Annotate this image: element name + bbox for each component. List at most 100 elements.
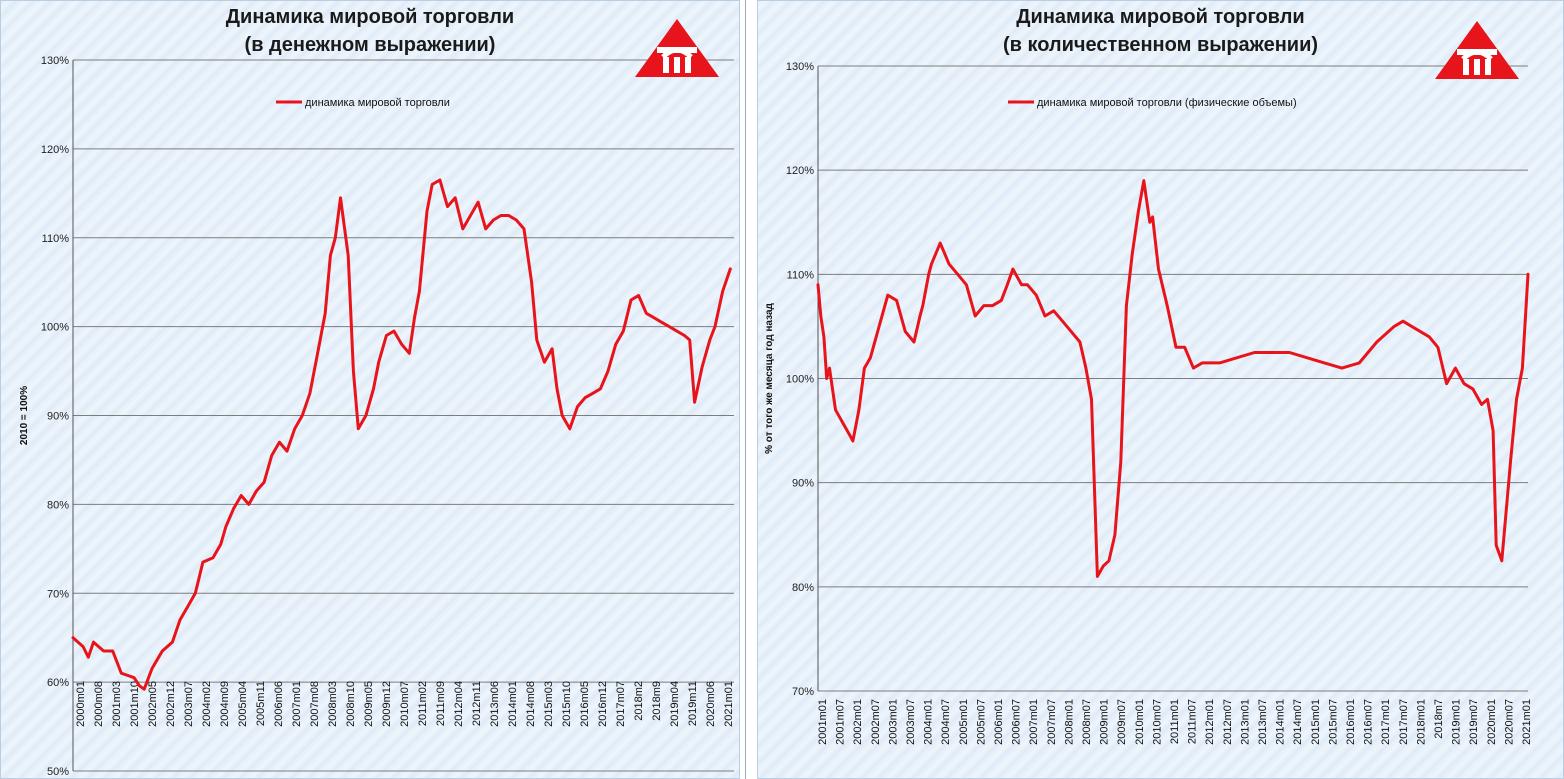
x-tick-label: 2016m01 [1345,699,1357,745]
x-tick-label: 2017m01 [1380,699,1392,745]
x-tick-label: 2011m07 [1187,699,1199,744]
chart-title-line1: Динамика мировой торговли [225,6,515,28]
x-tick-label: 2004m07 [940,699,952,745]
y-tick-label: 70% [47,588,69,600]
legend-label: динамика мировой торговли [305,97,450,109]
x-tick-label: 2017m07 [615,681,627,727]
panel-divider [745,0,746,779]
y-tick-label: 90% [47,411,69,423]
x-tick-label: 2015m03 [543,681,555,727]
x-tick-label: 2008m01 [1063,699,1075,745]
x-tick-label: 2020m07 [1503,699,1515,745]
y-tick-label: 110% [787,269,815,281]
x-tick-label: 2021m01 [723,681,735,727]
x-tick-label: 2007m08 [309,681,321,727]
x-tick-label: 2002m01 [852,699,864,745]
x-tick-label: 2012m07 [1222,699,1234,745]
x-tick-label: 2000m01 [75,681,87,727]
chart-title-line2: (в количественном выражении) [1002,34,1319,56]
x-tick-label: 2006m06 [273,681,285,727]
x-tick-label: 2013m06 [489,681,501,727]
x-tick-label: 2012m11 [471,681,483,726]
x-tick-label: 2011m02 [417,681,429,726]
y-tick-label: 120% [786,165,814,177]
x-tick-label: 2011m09 [435,681,447,726]
x-tick-label: 2020m01 [1486,699,1498,745]
x-tick-label: 2001m03 [111,681,123,727]
x-tick-label: 2014m01 [507,681,519,727]
y-tick-label: 50% [47,766,69,778]
y-tick-label: 120% [41,144,69,156]
x-tick-label: 2018m01 [1415,699,1427,745]
x-tick-label: 2003m01 [887,699,899,745]
x-tick-label: 2019m04 [669,681,681,727]
y-tick-label: 100% [786,374,814,386]
x-tick-label: 2020m06 [705,681,717,727]
chart-panel-volume: Динамика мировой торговли (в количествен… [757,0,1564,779]
series-line [71,178,732,691]
x-tick-label: 2000m08 [93,681,105,727]
x-tick-label: 2009m07 [1116,699,1128,745]
chart-panel-value: Динамика мировой торговли (в денежном вы… [0,0,740,779]
x-tick-label: 2006m07 [1011,699,1023,745]
x-tick-label: 2016m07 [1363,699,1375,745]
x-tick-label: 2008m10 [345,681,357,727]
y-tick-label: 130% [786,61,814,73]
x-tick-label: 2012m01 [1204,699,1216,745]
x-tick-label: 2002m12 [165,681,177,727]
x-tick-label: 2019m07 [1468,699,1480,745]
x-tick-label: 2015m10 [561,681,573,727]
chart-title-line2: (в денежном выражении) [244,34,496,56]
y-axis-label: % от того же месяца год назад [764,302,775,453]
chart-title-line1: Динамика мировой торговли [1016,6,1305,28]
y-tick-label: 110% [42,233,70,245]
x-tick-label: 2005m04 [237,681,249,727]
x-tick-label: 2008m03 [327,681,339,727]
series-line [816,179,1530,578]
x-tick-label: 2004m02 [201,681,213,727]
x-tick-label: 2004m09 [219,681,231,727]
x-tick-label: 2018m9 [651,681,663,721]
x-tick-label: 2010m07 [1151,699,1163,745]
x-tick-label: 2018m2 [633,681,645,721]
x-tick-label: 2014m08 [525,681,537,727]
x-tick-label: 2015m01 [1310,699,1322,745]
y-tick-label: 130% [41,55,69,67]
x-tick-label: 2019m11 [687,681,699,726]
legend-label: динамика мировой торговли (физические об… [1037,97,1297,109]
x-tick-label: 2017m07 [1398,699,1410,745]
x-tick-label: 2003m07 [905,699,917,745]
x-tick-label: 2005m11 [255,681,267,726]
x-tick-label: 2016m05 [579,681,591,727]
red-triangle-logo-icon [1433,19,1521,81]
x-tick-label: 2010m01 [1134,699,1146,745]
x-tick-label: 2001m07 [835,699,847,745]
x-tick-label: 2003m07 [183,681,195,727]
y-axis-label: 2010 = 100% [19,386,30,445]
y-tick-label: 80% [792,582,814,594]
x-tick-label: 2016m12 [597,681,609,727]
x-tick-label: 2005m01 [958,699,970,745]
x-tick-label: 2002m05 [147,681,159,727]
x-tick-label: 2010m07 [399,681,411,727]
x-tick-label: 2015m07 [1327,699,1339,745]
x-tick-label: 2013m01 [1239,699,1251,745]
x-tick-label: 2001m01 [817,699,829,745]
x-tick-label: 2009m05 [363,681,375,727]
y-tick-label: 70% [792,686,814,698]
x-tick-label: 2011m01 [1169,699,1181,744]
x-tick-label: 2006m01 [993,699,1005,745]
y-tick-label: 100% [41,322,69,334]
x-tick-label: 2002m07 [870,699,882,745]
chart-plot-volume: 70% 80% 90% 100% 110% 120% 130% % от того же ме… [764,61,1533,745]
x-tick-label: 2009m12 [381,681,393,727]
x-tick-label: 2014m07 [1292,699,1304,745]
x-tick-label: 2014m01 [1275,699,1287,745]
y-tick-label: 60% [47,677,69,689]
red-triangle-logo-icon [633,17,721,79]
x-tick-label: 2007m01 [291,681,303,727]
x-tick-label: 2007m01 [1028,699,1040,745]
x-tick-label: 2009m01 [1099,699,1111,745]
x-tick-label: 2012m04 [453,681,465,727]
x-tick-label: 2008m07 [1081,699,1093,745]
